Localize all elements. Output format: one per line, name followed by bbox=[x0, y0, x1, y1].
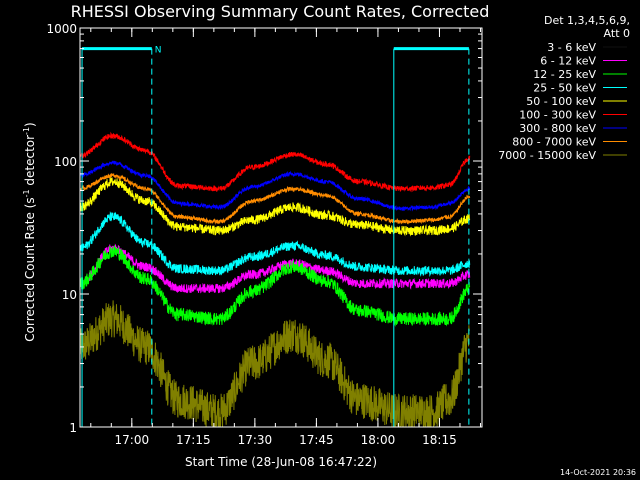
legend-label: 3 - 6 keV bbox=[547, 41, 596, 54]
x-tick-label: 17:00 bbox=[115, 433, 150, 447]
series-layer bbox=[80, 131, 471, 427]
x-tick-label: 18:15 bbox=[422, 433, 457, 447]
x-tick-label: 18:00 bbox=[361, 433, 396, 447]
axis-ticks bbox=[80, 27, 482, 428]
x-axis-label: Start Time (28-Jun-08 16:47:22) bbox=[185, 455, 377, 469]
timestamp: 14-Oct-2021 20:36 bbox=[560, 468, 636, 477]
series-line-300-800-keV bbox=[80, 160, 471, 212]
x-tick-label: 17:45 bbox=[299, 433, 334, 447]
plot-frame bbox=[79, 27, 483, 428]
night-markers: N bbox=[81, 46, 470, 427]
series-line-800-7000-keV bbox=[80, 172, 471, 225]
legend-header-line1: Det 1,3,4,5,6,9, bbox=[544, 14, 630, 27]
series-line-100-300-keV bbox=[80, 131, 471, 193]
y-tick-labels: 1 10 100 1000 bbox=[46, 22, 77, 435]
chart-title: RHESSI Observing Summary Count Rates, Co… bbox=[71, 2, 490, 21]
legend-label: 300 - 800 keV bbox=[519, 122, 596, 135]
series-line-12-25-keV bbox=[80, 245, 471, 327]
legend-label: 12 - 25 keV bbox=[533, 68, 596, 81]
x-tick-label: 17:30 bbox=[238, 433, 273, 447]
series-line-7000-15000-keV bbox=[80, 300, 471, 427]
legend-header-line2: Att 0 bbox=[604, 27, 630, 40]
y-tick-label: 10 bbox=[62, 288, 77, 302]
y-tick-label: 1 bbox=[69, 421, 77, 435]
x-tick-label: 17:15 bbox=[176, 433, 211, 447]
series-line-50-100-keV bbox=[80, 177, 471, 237]
x-tick-labels: 17:00 17:15 17:30 17:45 18:00 18:15 bbox=[115, 433, 457, 447]
legend-label: 50 - 100 keV bbox=[526, 95, 596, 108]
series-line-25-50-keV bbox=[80, 211, 471, 277]
night-bar-label: N bbox=[155, 46, 162, 56]
legend-label: 7000 - 15000 keV bbox=[498, 149, 596, 162]
legend-label: 25 - 50 keV bbox=[533, 82, 596, 95]
y-tick-label: 1000 bbox=[46, 22, 77, 36]
legend-label: 6 - 12 keV bbox=[540, 55, 596, 68]
y-tick-label: 100 bbox=[54, 155, 77, 169]
legend-label: 100 - 300 keV bbox=[519, 109, 596, 122]
y-axis-label: Corrected Count Rate (s-1 detector-1) bbox=[22, 122, 37, 341]
legend-label: 800 - 7000 keV bbox=[512, 136, 596, 149]
